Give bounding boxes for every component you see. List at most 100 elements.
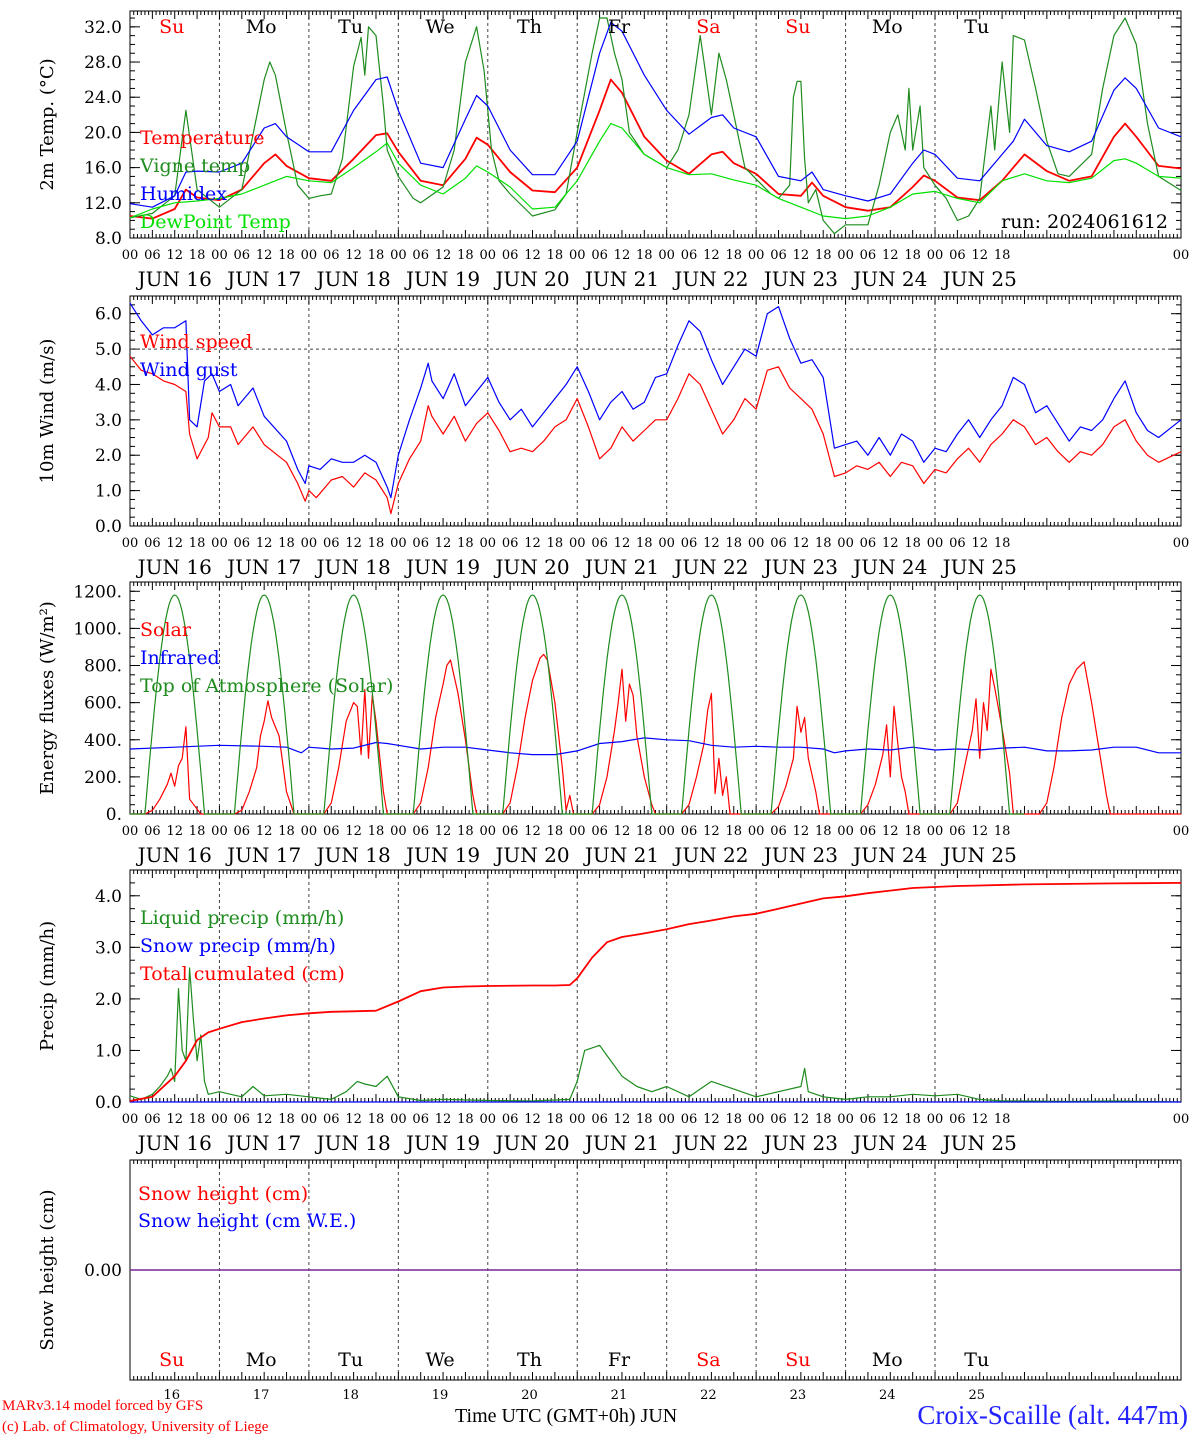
date-label: JUN 25 (941, 267, 1017, 291)
hour-label: 06 (681, 824, 698, 839)
y-axis-label: Precip (mm/h) (37, 921, 58, 1051)
hour-label: 18 (725, 824, 742, 839)
date-label: JUN 21 (583, 1131, 659, 1155)
hour-label: 06 (234, 824, 251, 839)
legend-entry: Temperature (140, 127, 264, 149)
hour-label: 12 (882, 248, 899, 263)
hour-label: 00 (390, 824, 407, 839)
hour-label: 12 (166, 1112, 183, 1127)
hour-label: 00 (122, 248, 139, 263)
hour-label: 06 (949, 248, 966, 263)
weekday-label-top: Fr (608, 16, 631, 38)
date-label: JUN 17 (225, 555, 301, 579)
hour-label: 06 (144, 824, 161, 839)
run-annotation: run: 2024061612 (1001, 211, 1168, 233)
hour-label: 00 (122, 536, 139, 551)
hour-label: 18 (725, 248, 742, 263)
hour-label: 06 (412, 1112, 429, 1127)
y-tick-label: 12.0 (84, 194, 122, 214)
hour-label: 00 (211, 248, 228, 263)
hour-label: 12 (971, 248, 988, 263)
hour-label: 12 (703, 824, 720, 839)
date-label: JUN 16 (136, 555, 212, 579)
date-label: JUN 24 (851, 843, 927, 867)
hour-label: 12 (435, 824, 452, 839)
y-axis-label: Energy fluxes (W/m²) (37, 601, 58, 795)
hour-label: 12 (345, 248, 362, 263)
hour-label: 00 (927, 1112, 944, 1127)
hour-label: 06 (234, 536, 251, 551)
hour-label: 06 (144, 1112, 161, 1127)
date-label: JUN 20 (493, 1131, 569, 1155)
y-tick-label: 0.0 (95, 517, 122, 537)
hour-label: 12 (345, 1112, 362, 1127)
legend-entry: Liquid precip (mm/h) (140, 907, 344, 929)
hour-label: 18 (994, 1112, 1011, 1127)
day-number-label: 18 (342, 1388, 359, 1403)
hour-label: 18 (368, 536, 385, 551)
date-label: JUN 22 (672, 555, 748, 579)
hour-label: 12 (882, 536, 899, 551)
hour-label: 12 (524, 536, 541, 551)
series-line (129, 21, 1182, 208)
hour-label: 06 (323, 824, 340, 839)
hour-label: 12 (793, 536, 810, 551)
hour-label: 00 (569, 1112, 586, 1127)
hour-label: 18 (904, 248, 921, 263)
hour-label: 00 (658, 248, 675, 263)
hour-label: 06 (323, 536, 340, 551)
hour-label: 00 (569, 248, 586, 263)
day-number-label: 16 (163, 1388, 180, 1403)
hour-label: 18 (904, 536, 921, 551)
y-tick-label: 2.0 (95, 990, 122, 1010)
hour-label: 00 (301, 824, 318, 839)
hour-label: 12 (882, 824, 899, 839)
day-number-label: 25 (968, 1388, 985, 1403)
hour-label: 18 (547, 824, 564, 839)
legend-entry: DewPoint Temp (140, 211, 291, 233)
hour-label: 18 (994, 248, 1011, 263)
legend-entry: Infrared (140, 647, 220, 669)
hour-label: 00 (837, 824, 854, 839)
y-tick-label: 2.0 (95, 446, 122, 466)
hour-label: 12 (703, 536, 720, 551)
hour-label: 00 (480, 1112, 497, 1127)
weekday-label-top: Su (159, 16, 184, 38)
hour-label: 12 (971, 824, 988, 839)
day-number-label: 21 (611, 1388, 628, 1403)
date-label: JUN 24 (851, 267, 927, 291)
lab-credit: (c) Lab. of Climatology, University of L… (2, 1419, 269, 1435)
day-number-label: 20 (521, 1388, 538, 1403)
y-tick-label: 0.00 (84, 1261, 122, 1281)
date-label: JUN 22 (672, 267, 748, 291)
hour-label: 18 (457, 824, 474, 839)
hour-label: 06 (770, 536, 787, 551)
hour-label: 06 (234, 248, 251, 263)
weekday-label-top: Su (785, 16, 810, 38)
hour-label: 06 (681, 248, 698, 263)
day-number-label: 19 (432, 1388, 449, 1403)
hour-label: 00 (211, 824, 228, 839)
weekday-label-top: Mo (872, 16, 903, 38)
hour-label: 06 (591, 536, 608, 551)
legend-entry: Snow precip (mm/h) (140, 935, 336, 957)
hour-label: 00 (837, 536, 854, 551)
date-label: JUN 25 (941, 555, 1017, 579)
series-line (129, 882, 1182, 1102)
station-title: Croix-Scaille (alt. 447m) (917, 1400, 1188, 1430)
series-line (129, 123, 1182, 220)
hour-label: 06 (770, 248, 787, 263)
series-line (129, 302, 1182, 499)
hour-label: 06 (681, 536, 698, 551)
panel-frame (129, 869, 1182, 1103)
y-tick-label: 4.0 (95, 887, 122, 907)
date-label: JUN 25 (941, 843, 1017, 867)
y-tick-label: 28.0 (84, 53, 122, 73)
legend-entry: Humidex (140, 183, 227, 205)
hour-label: 00 (748, 824, 765, 839)
series-line (129, 78, 1182, 220)
hour-label: 18 (189, 1112, 206, 1127)
date-label: JUN 16 (136, 843, 212, 867)
hour-label: 00 (390, 536, 407, 551)
hour-label: 12 (703, 1112, 720, 1127)
